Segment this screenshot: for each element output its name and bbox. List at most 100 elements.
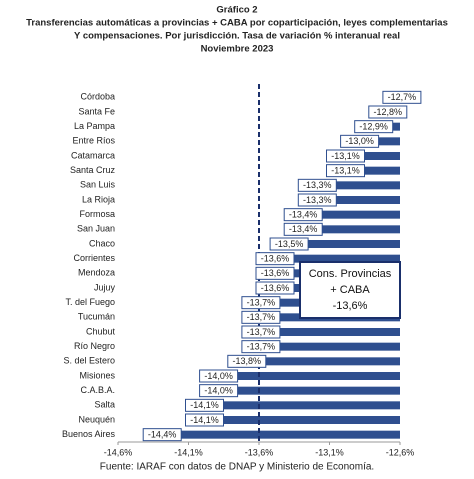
y-tick-label: Formosa <box>79 209 115 219</box>
chart-subtitle: Transferencias automáticas a provincias … <box>26 18 448 29</box>
value-label-box <box>199 369 239 383</box>
bar <box>287 225 400 234</box>
y-tick-label: Mendoza <box>78 268 115 278</box>
y-tick-label: San Luis <box>80 180 116 190</box>
value-label: -12,9% <box>359 122 388 132</box>
bar <box>287 210 400 219</box>
value-label: -14,4% <box>148 430 177 440</box>
bar <box>273 240 400 248</box>
value-label: -13,3% <box>303 180 332 190</box>
value-label-box <box>241 296 281 310</box>
value-label: -13,4% <box>289 224 318 234</box>
y-tick-label: La Pampa <box>74 121 115 131</box>
bar <box>301 181 400 190</box>
x-tick-label: -14,6% <box>104 447 133 457</box>
bar <box>301 196 400 204</box>
value-label: -14,0% <box>204 371 233 381</box>
value-label: -13,7% <box>247 342 276 352</box>
value-label: -13,7% <box>247 312 276 322</box>
y-tick-label: Río Negro <box>74 341 115 351</box>
value-label-box <box>255 266 295 280</box>
annotation-text: + CABA <box>330 284 370 296</box>
y-tick-label: Chubut <box>86 326 116 336</box>
value-label-box <box>269 237 309 251</box>
chart-subtitle: Noviembre 2023 <box>201 44 274 55</box>
value-label-box <box>283 222 323 236</box>
value-label-box <box>185 413 224 427</box>
x-tick-label: -13,6% <box>245 447 274 457</box>
value-label: -13,6% <box>261 254 290 264</box>
annotation-text: -13,6% <box>333 300 368 312</box>
y-tick-label: T. del Fuego <box>65 297 115 307</box>
bar <box>244 328 400 336</box>
annotation-text: Cons. Provincias <box>309 268 392 280</box>
x-tick-label: -14,1% <box>174 447 203 457</box>
value-label: -13,5% <box>275 239 304 249</box>
value-label: -13,4% <box>289 210 318 220</box>
value-label: -14,0% <box>204 386 233 396</box>
value-label: -13,7% <box>247 298 276 308</box>
x-tick-label: -13,1% <box>315 447 344 457</box>
chart-subtitle: Y compensaciones. Por jurisdicción. Tasa… <box>74 31 400 42</box>
value-label-box <box>297 193 337 207</box>
y-tick-label: Tucumán <box>78 312 115 322</box>
x-tick-label: -12,6% <box>386 447 415 457</box>
value-label-box <box>227 354 267 368</box>
value-label-box <box>368 105 408 119</box>
value-label: -12,8% <box>374 107 403 117</box>
bar <box>244 342 400 351</box>
value-label-box <box>241 325 281 339</box>
annotation-box <box>299 261 401 319</box>
value-label-box <box>297 178 337 192</box>
value-label: -13,0% <box>345 136 374 146</box>
value-label: -12,7% <box>388 92 417 102</box>
value-label: -13,6% <box>261 283 290 293</box>
value-label: -13,6% <box>261 268 290 278</box>
y-tick-label: Buenos Aires <box>62 429 116 439</box>
value-label-box <box>241 340 281 354</box>
y-tick-label: Jujuy <box>94 282 116 292</box>
value-label: -14,1% <box>190 415 219 425</box>
value-label-box <box>340 134 380 148</box>
y-tick-label: C.A.B.A. <box>80 385 115 395</box>
value-label-box <box>326 149 365 163</box>
bar <box>188 401 400 410</box>
bar <box>202 386 400 395</box>
value-label-box <box>283 208 323 222</box>
value-label: -13,1% <box>331 151 360 161</box>
y-tick-label: Santa Fe <box>78 106 115 116</box>
y-tick-label: Córdoba <box>80 92 115 102</box>
y-tick-label: Catamarca <box>71 150 115 160</box>
value-label: -13,8% <box>233 356 262 366</box>
y-tick-label: S. del Estero <box>63 356 115 366</box>
source: Fuente: IARAF con datos de DNAP y Minist… <box>100 462 374 473</box>
value-label-box <box>326 164 365 178</box>
value-label-box <box>354 120 394 134</box>
y-tick-label: Misiones <box>79 370 115 380</box>
value-label: -13,7% <box>247 327 276 337</box>
y-tick-label: San Juan <box>77 224 115 234</box>
value-label: -13,1% <box>331 166 360 176</box>
bar <box>188 416 400 424</box>
y-tick-label: Corrientes <box>73 253 115 263</box>
bar <box>146 430 400 439</box>
y-tick-label: Entre Ríos <box>72 136 115 146</box>
value-label-box <box>382 90 422 104</box>
value-label-box <box>185 398 224 412</box>
chart-title: Gráfico 2 <box>216 5 257 16</box>
y-tick-label: Salta <box>94 400 115 410</box>
y-tick-label: La Rioja <box>82 194 115 204</box>
value-label-box <box>142 428 182 442</box>
value-label: -14,1% <box>190 400 219 410</box>
value-label-box <box>255 252 295 266</box>
bar <box>259 254 400 263</box>
bar <box>230 357 400 366</box>
value-label-box <box>241 310 281 324</box>
y-tick-label: Neuquén <box>78 414 115 424</box>
bar <box>202 372 400 380</box>
value-label-box <box>255 281 295 295</box>
y-tick-label: Santa Cruz <box>70 165 116 175</box>
value-label: -13,3% <box>303 195 332 205</box>
y-tick-label: Chaco <box>89 238 115 248</box>
